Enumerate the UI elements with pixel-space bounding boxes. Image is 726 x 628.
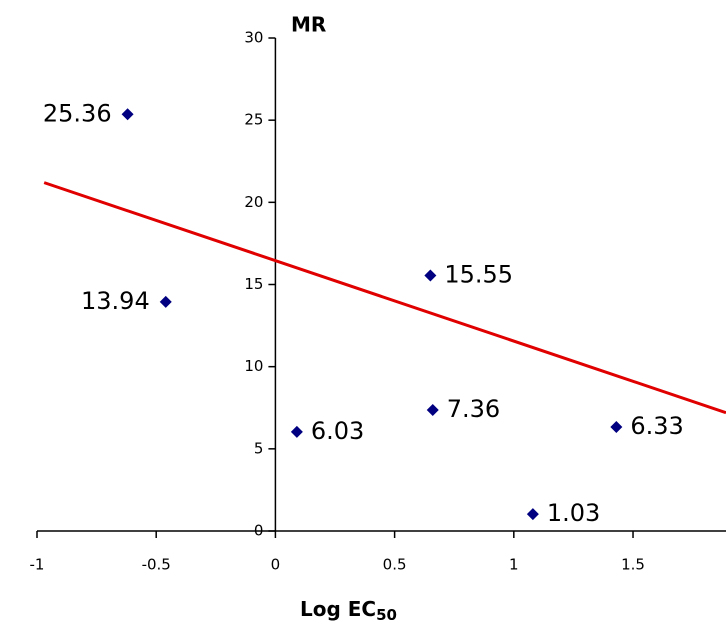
x-tick-label: 0: [271, 556, 281, 574]
data-label: 7.36: [447, 395, 500, 423]
data-label: 6.33: [630, 412, 683, 440]
data-label: 25.36: [43, 99, 112, 127]
y-tick-label: 30: [244, 29, 263, 47]
data-label: 1.03: [547, 499, 600, 527]
data-label: 13.94: [81, 287, 150, 315]
point: [290, 425, 303, 438]
x-tick-label: 1.5: [621, 556, 645, 574]
data-label: 6.03: [311, 417, 364, 445]
data-label: 15.55: [444, 260, 513, 288]
x-axis-label-subscript: 50: [376, 606, 397, 624]
y-tick-label: 25: [244, 111, 263, 129]
x-tick-label: -0.5: [142, 556, 171, 574]
trend-line: [43, 181, 726, 415]
point: [610, 420, 623, 433]
x-axis-label-main: Log EC: [300, 597, 376, 621]
point: [159, 295, 172, 308]
y-tick-label: 15: [244, 275, 263, 293]
y-tick-label: 10: [244, 357, 263, 375]
point: [121, 108, 134, 121]
y-axis-label: MR: [291, 13, 326, 37]
y-tick-label: 20: [244, 193, 263, 211]
x-tick-label: -1: [30, 556, 45, 574]
y-tick-label: 0: [254, 522, 264, 540]
x-axis-label: Log EC50: [300, 597, 397, 624]
point: [424, 269, 437, 282]
x-tick-label: 1: [509, 556, 519, 574]
point: [426, 404, 439, 417]
point: [526, 508, 539, 521]
x-tick-label: 0.5: [383, 556, 407, 574]
y-tick-label: 5: [254, 439, 264, 457]
